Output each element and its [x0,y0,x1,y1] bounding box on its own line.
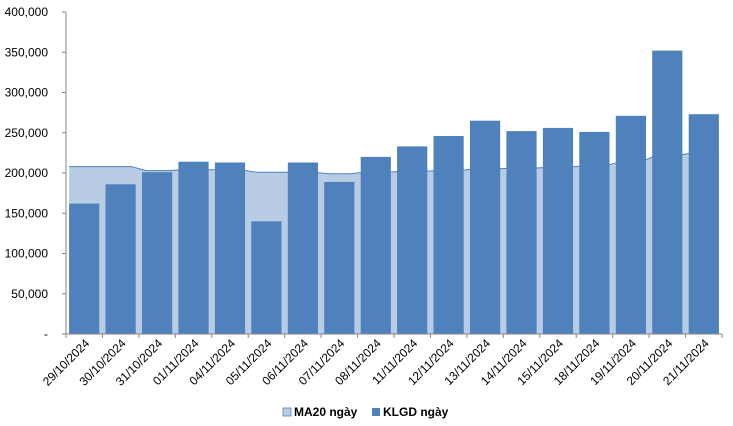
y-tick-label: 400,000 [5,5,49,19]
klgd-bar [470,120,501,334]
klgd-bar [542,127,574,335]
klgd-bar [433,136,464,334]
klgd-bar [615,115,646,334]
klgd-bar [324,181,355,334]
y-tick-label: 100,000 [5,247,49,261]
y-tick-label: 250,000 [5,126,49,140]
klgd-bar [579,131,610,334]
klgd-bar [360,156,391,334]
klgd-bar [652,50,683,334]
klgd-bar [178,161,209,334]
legend-label-ma20: MA20 ngày [294,405,358,419]
klgd-bar [214,162,246,334]
legend-label-klgd: KLGD ngày [383,405,449,419]
klgd-bar [287,162,318,334]
y-tick-label: 150,000 [5,206,49,220]
x-axis-ticks: 29/10/202430/10/202431/10/202401/11/2024… [40,334,723,389]
y-axis-ticks: - 50,000 100,000 150,000 200,000 250,000 300,0… [5,5,66,341]
y-tick-label: 200,000 [5,166,49,180]
ma20-line-layer [69,152,719,175]
y-tick-label: 300,000 [5,86,49,100]
legend-swatch-ma20 [282,407,292,417]
y-tick-label: - [44,327,48,341]
klgd-bar [506,131,537,334]
legend: MA20 ngày KLGD ngày [282,405,449,419]
legend-swatch-klgd [372,408,380,416]
klgd-bar [105,184,136,334]
ma20-line [69,152,719,175]
klgd-bar [688,114,719,334]
klgd-bar [397,146,428,334]
klgd-bar-layer [69,50,719,335]
y-tick-label: 50,000 [11,287,48,301]
klgd-bar [142,172,173,334]
y-tick-label: 350,000 [5,45,49,59]
klgd-bar [251,221,282,334]
klgd-bar [69,203,100,334]
